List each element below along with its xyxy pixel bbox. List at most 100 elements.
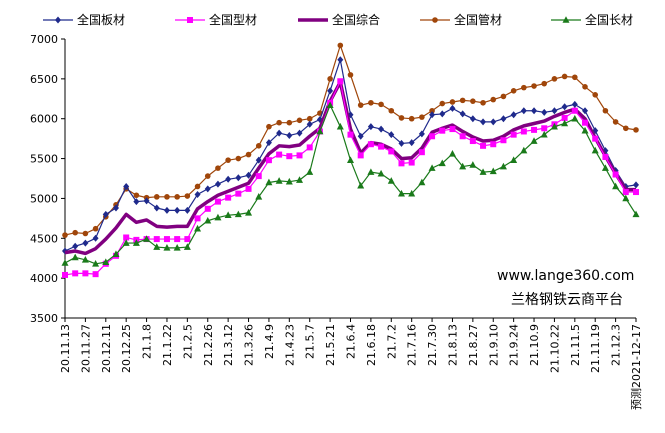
- x-tick-label: 21.5.7: [304, 324, 317, 359]
- data-point: [378, 101, 384, 108]
- data-point: [133, 192, 140, 199]
- data-point: [316, 127, 324, 135]
- x-tick-label: 21.11.19: [589, 324, 602, 373]
- legend-item: 全国管材: [420, 12, 502, 27]
- data-point: [367, 123, 374, 131]
- data-point: [204, 216, 212, 224]
- data-point: [286, 153, 293, 160]
- data-point: [469, 115, 476, 123]
- data-point: [153, 243, 161, 250]
- data-point: [418, 149, 425, 156]
- axes: 3500 4000 4500 5000 5500 6000 6500 7000 20.11.13…: [30, 33, 643, 410]
- data-point: [592, 92, 599, 98]
- data-point: [387, 177, 395, 184]
- data-point: [153, 194, 160, 200]
- x-tick-label: 21.2.5: [181, 324, 194, 359]
- x-tick-label: 21.6.18: [365, 324, 378, 366]
- data-point: [275, 177, 283, 184]
- watermark-url: www.lange360.com: [497, 268, 634, 284]
- data-point: [285, 177, 293, 185]
- series-line: [64, 80, 636, 256]
- data-point: [510, 88, 517, 94]
- data-point: [612, 171, 619, 178]
- data-point: [72, 242, 79, 250]
- data-point: [265, 178, 273, 186]
- x-tick-label: 21.1.22: [161, 324, 174, 366]
- data-point: [633, 189, 639, 196]
- x-tick-label: 20.12.11: [100, 324, 113, 373]
- data-point: [520, 128, 527, 135]
- data-point: [510, 156, 518, 163]
- data-point: [397, 189, 405, 197]
- data-point: [92, 225, 99, 232]
- data-point: [602, 153, 609, 160]
- data-point: [337, 78, 344, 85]
- data-point: [500, 137, 507, 144]
- data-point: [327, 87, 334, 95]
- data-point: [204, 173, 211, 179]
- y-tick-label: 5000: [30, 192, 58, 205]
- x-tick-label: 21.7.2: [385, 324, 398, 359]
- data-point: [448, 149, 456, 157]
- data-point: [530, 137, 538, 144]
- data-point: [623, 125, 629, 132]
- data-point: [245, 208, 253, 216]
- data-point: [82, 230, 89, 237]
- x-tick-label: 21.11.5: [569, 324, 582, 366]
- data-point: [459, 110, 466, 118]
- data-point: [225, 194, 232, 201]
- data-point: [133, 198, 140, 206]
- data-point: [378, 125, 385, 133]
- series-layer: [61, 42, 640, 278]
- data-point: [266, 123, 272, 130]
- data-point: [408, 139, 415, 147]
- data-point: [531, 83, 537, 89]
- data-point: [582, 84, 588, 90]
- data-point: [540, 130, 548, 138]
- legend-label: 全国管材: [454, 12, 502, 27]
- data-point: [112, 250, 120, 258]
- data-point: [173, 244, 181, 251]
- data-point: [388, 107, 395, 114]
- x-tick-label: 21.4.23: [283, 324, 296, 366]
- data-point: [296, 117, 303, 124]
- data-point: [480, 99, 486, 106]
- data-point: [306, 120, 313, 128]
- x-tick-label: 21.2.26: [202, 324, 215, 366]
- data-point: [551, 76, 558, 82]
- data-point: [72, 270, 79, 277]
- data-point: [235, 190, 242, 197]
- legend-item: 全国综合: [298, 12, 380, 27]
- legend-item: 全国长材: [551, 12, 633, 27]
- data-point: [429, 107, 435, 114]
- data-point: [520, 146, 528, 154]
- data-point: [439, 110, 446, 118]
- x-tick-label: 21.7.30: [426, 324, 439, 366]
- data-point: [377, 169, 385, 177]
- y-tick-label: 3500: [30, 312, 58, 325]
- y-tick-label: 6500: [30, 73, 58, 86]
- data-point: [438, 159, 446, 167]
- y-tick-label: 7000: [30, 33, 58, 46]
- data-point: [449, 104, 456, 112]
- data-point: [469, 138, 476, 145]
- data-point: [470, 98, 476, 104]
- data-point: [153, 236, 160, 243]
- data-point: [459, 162, 467, 170]
- data-point: [164, 194, 170, 200]
- data-point: [276, 119, 282, 126]
- data-point: [214, 180, 221, 188]
- data-point: [429, 133, 436, 140]
- data-point: [204, 185, 211, 193]
- x-tick-label: 21.9.24: [508, 324, 521, 366]
- data-point: [561, 119, 569, 127]
- data-point: [479, 168, 487, 175]
- data-point: [62, 271, 68, 278]
- data-point: [255, 193, 263, 200]
- data-point: [194, 183, 201, 190]
- data-point: [245, 151, 252, 158]
- data-point: [490, 96, 497, 103]
- data-point: [551, 107, 558, 115]
- data-point: [561, 73, 568, 80]
